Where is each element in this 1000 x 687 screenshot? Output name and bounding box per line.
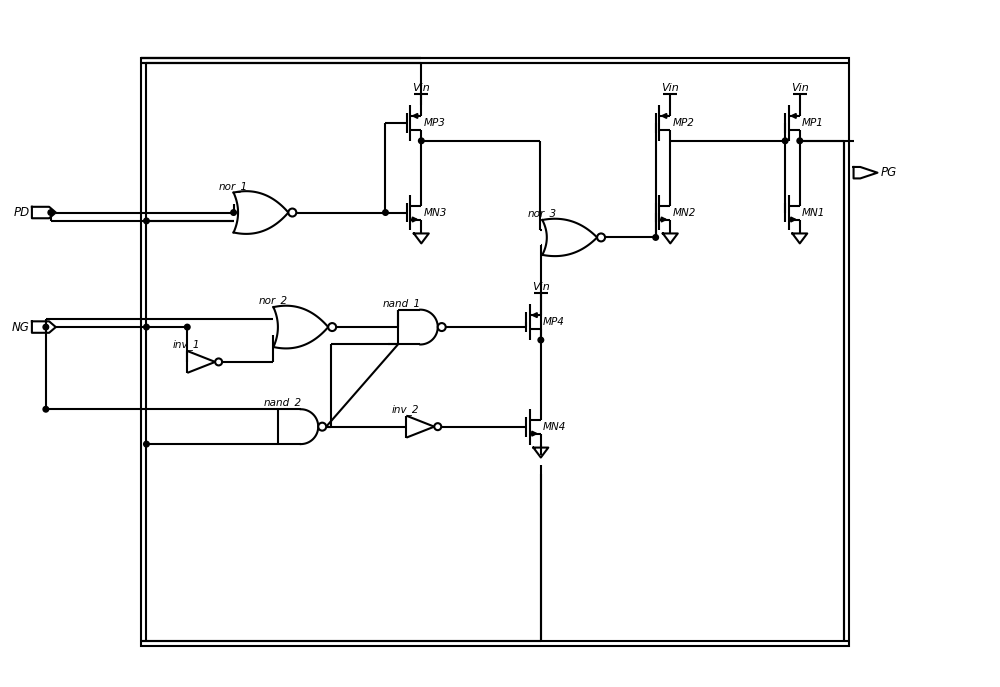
Text: nor_2: nor_2 (258, 295, 288, 306)
Text: MP4: MP4 (543, 317, 565, 327)
Text: MN1: MN1 (802, 207, 825, 218)
Circle shape (144, 324, 149, 330)
Text: MP1: MP1 (802, 118, 824, 128)
Circle shape (144, 218, 149, 224)
Circle shape (597, 234, 605, 241)
Circle shape (231, 210, 236, 215)
Circle shape (653, 235, 658, 240)
Circle shape (288, 209, 296, 216)
Text: NG: NG (12, 321, 30, 334)
Text: MN2: MN2 (672, 207, 696, 218)
Text: Vin: Vin (661, 82, 679, 93)
Text: PG: PG (880, 166, 897, 179)
Text: Vin: Vin (532, 282, 550, 292)
Circle shape (328, 323, 336, 331)
Text: MP3: MP3 (423, 118, 445, 128)
Text: nand_1: nand_1 (383, 297, 421, 308)
Circle shape (43, 324, 49, 330)
Circle shape (434, 423, 441, 430)
Circle shape (184, 324, 190, 330)
Text: PD: PD (14, 206, 30, 219)
Text: nand_2: nand_2 (263, 397, 302, 408)
Bar (141, 58, 849, 646)
Circle shape (438, 323, 446, 331)
Circle shape (318, 423, 326, 431)
Text: inv_1: inv_1 (172, 339, 200, 350)
Text: nor_1: nor_1 (219, 181, 248, 192)
Circle shape (419, 138, 424, 144)
Text: inv_2: inv_2 (391, 404, 419, 415)
Circle shape (538, 337, 544, 343)
Text: Vin: Vin (791, 82, 809, 93)
Circle shape (48, 210, 54, 215)
Circle shape (797, 138, 803, 144)
Text: nor_3: nor_3 (527, 208, 557, 219)
Circle shape (782, 138, 788, 144)
Text: Vin: Vin (412, 82, 430, 93)
Circle shape (144, 441, 149, 447)
Text: MN3: MN3 (423, 207, 447, 218)
Text: MP2: MP2 (672, 118, 694, 128)
Circle shape (383, 210, 388, 215)
Circle shape (215, 359, 222, 365)
Text: MN4: MN4 (543, 422, 566, 431)
Circle shape (43, 407, 49, 412)
